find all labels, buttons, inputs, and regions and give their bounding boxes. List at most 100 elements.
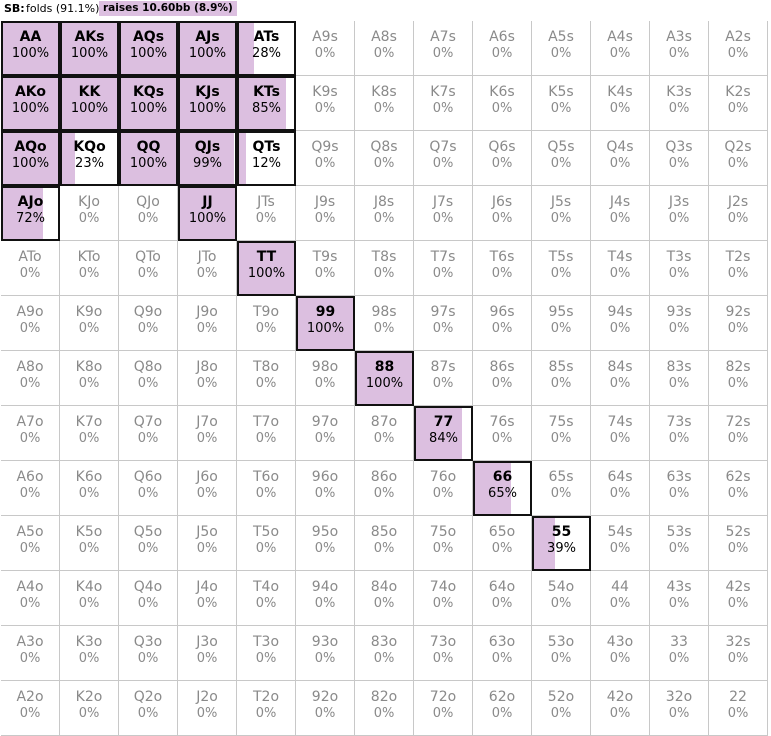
hand-cell-85s[interactable]: 85s 0% [532, 351, 591, 406]
hand-cell-83s[interactable]: 83s 0% [650, 351, 709, 406]
hand-cell-K2s[interactable]: K2s 0% [709, 76, 768, 131]
hand-cell-QTo[interactable]: QTo 0% [119, 241, 178, 296]
hand-cell-K9o[interactable]: K9o 0% [60, 296, 119, 351]
hand-cell-AJs[interactable]: AJs 100% [178, 21, 237, 76]
hand-cell-T8s[interactable]: T8s 0% [355, 241, 414, 296]
hand-cell-KJo[interactable]: KJo 0% [60, 186, 119, 241]
hand-cell-K4s[interactable]: K4s 0% [591, 76, 650, 131]
hand-cell-93o[interactable]: 93o 0% [296, 626, 355, 681]
hand-cell-K8s[interactable]: K8s 0% [355, 76, 414, 131]
hand-cell-A7o[interactable]: A7o 0% [1, 406, 60, 461]
hand-cell-Q3s[interactable]: Q3s 0% [650, 131, 709, 186]
hand-cell-T4s[interactable]: T4s 0% [591, 241, 650, 296]
hand-cell-87o[interactable]: 87o 0% [355, 406, 414, 461]
hand-cell-J5o[interactable]: J5o 0% [178, 516, 237, 571]
hand-cell-A3o[interactable]: A3o 0% [1, 626, 60, 681]
hand-cell-QJs[interactable]: QJs 99% [178, 131, 237, 186]
hand-cell-92s[interactable]: 92s 0% [709, 296, 768, 351]
hand-cell-KQs[interactable]: KQs 100% [119, 76, 178, 131]
hand-cell-64o[interactable]: 64o 0% [473, 571, 532, 626]
hand-cell-AA[interactable]: AA 100% [1, 21, 60, 76]
hand-cell-QTs[interactable]: QTs 12% [237, 131, 296, 186]
hand-cell-75o[interactable]: 75o 0% [414, 516, 473, 571]
hand-cell-J7o[interactable]: J7o 0% [178, 406, 237, 461]
hand-cell-J5s[interactable]: J5s 0% [532, 186, 591, 241]
hand-cell-73o[interactable]: 73o 0% [414, 626, 473, 681]
hand-cell-QJo[interactable]: QJo 0% [119, 186, 178, 241]
hand-cell-65o[interactable]: 65o 0% [473, 516, 532, 571]
hand-cell-96s[interactable]: 96s 0% [473, 296, 532, 351]
hand-cell-J7s[interactable]: J7s 0% [414, 186, 473, 241]
hand-cell-73s[interactable]: 73s 0% [650, 406, 709, 461]
hand-cell-A8o[interactable]: A8o 0% [1, 351, 60, 406]
hand-cell-Q8s[interactable]: Q8s 0% [355, 131, 414, 186]
hand-cell-54s[interactable]: 54s 0% [591, 516, 650, 571]
hand-cell-A2s[interactable]: A2s 0% [709, 21, 768, 76]
hand-cell-ATs[interactable]: ATs 28% [237, 21, 296, 76]
hand-cell-K9s[interactable]: K9s 0% [296, 76, 355, 131]
hand-cell-KQo[interactable]: KQo 23% [60, 131, 119, 186]
hand-cell-A6o[interactable]: A6o 0% [1, 461, 60, 516]
hand-cell-99[interactable]: 99 100% [296, 296, 355, 351]
hand-cell-33[interactable]: 33 0% [650, 626, 709, 681]
hand-cell-T5s[interactable]: T5s 0% [532, 241, 591, 296]
hand-cell-AKo[interactable]: AKo 100% [1, 76, 60, 131]
hand-cell-97s[interactable]: 97s 0% [414, 296, 473, 351]
hand-cell-96o[interactable]: 96o 0% [296, 461, 355, 516]
hand-cell-J3s[interactable]: J3s 0% [650, 186, 709, 241]
hand-cell-JTo[interactable]: JTo 0% [178, 241, 237, 296]
hand-cell-AKs[interactable]: AKs 100% [60, 21, 119, 76]
hand-cell-A3s[interactable]: A3s 0% [650, 21, 709, 76]
hand-cell-T9o[interactable]: T9o 0% [237, 296, 296, 351]
hand-cell-J8o[interactable]: J8o 0% [178, 351, 237, 406]
hand-cell-95o[interactable]: 95o 0% [296, 516, 355, 571]
hand-cell-T4o[interactable]: T4o 0% [237, 571, 296, 626]
hand-cell-T7s[interactable]: T7s 0% [414, 241, 473, 296]
hand-cell-94s[interactable]: 94s 0% [591, 296, 650, 351]
hand-cell-KTs[interactable]: KTs 85% [237, 76, 296, 131]
hand-cell-84s[interactable]: 84s 0% [591, 351, 650, 406]
hand-cell-72o[interactable]: 72o 0% [414, 681, 473, 736]
hand-cell-Q8o[interactable]: Q8o 0% [119, 351, 178, 406]
hand-cell-J6s[interactable]: J6s 0% [473, 186, 532, 241]
hand-cell-J3o[interactable]: J3o 0% [178, 626, 237, 681]
hand-cell-82s[interactable]: 82s 0% [709, 351, 768, 406]
hand-cell-Q7o[interactable]: Q7o 0% [119, 406, 178, 461]
hand-cell-J4s[interactable]: J4s 0% [591, 186, 650, 241]
hand-cell-Q7s[interactable]: Q7s 0% [414, 131, 473, 186]
hand-cell-52s[interactable]: 52s 0% [709, 516, 768, 571]
hand-cell-K5s[interactable]: K5s 0% [532, 76, 591, 131]
hand-cell-KTo[interactable]: KTo 0% [60, 241, 119, 296]
hand-cell-53s[interactable]: 53s 0% [650, 516, 709, 571]
hand-cell-22[interactable]: 22 0% [709, 681, 768, 736]
hand-cell-72s[interactable]: 72s 0% [709, 406, 768, 461]
hand-cell-J9o[interactable]: J9o 0% [178, 296, 237, 351]
hand-cell-A4s[interactable]: A4s 0% [591, 21, 650, 76]
hand-cell-Q2s[interactable]: Q2s 0% [709, 131, 768, 186]
hand-cell-J8s[interactable]: J8s 0% [355, 186, 414, 241]
hand-cell-98o[interactable]: 98o 0% [296, 351, 355, 406]
hand-cell-76s[interactable]: 76s 0% [473, 406, 532, 461]
hand-cell-84o[interactable]: 84o 0% [355, 571, 414, 626]
hand-cell-K7o[interactable]: K7o 0% [60, 406, 119, 461]
hand-cell-J2o[interactable]: J2o 0% [178, 681, 237, 736]
hand-cell-Q9o[interactable]: Q9o 0% [119, 296, 178, 351]
hand-cell-J4o[interactable]: J4o 0% [178, 571, 237, 626]
hand-cell-Q3o[interactable]: Q3o 0% [119, 626, 178, 681]
hand-cell-98s[interactable]: 98s 0% [355, 296, 414, 351]
hand-cell-97o[interactable]: 97o 0% [296, 406, 355, 461]
hand-cell-Q4o[interactable]: Q4o 0% [119, 571, 178, 626]
hand-cell-74o[interactable]: 74o 0% [414, 571, 473, 626]
hand-cell-K5o[interactable]: K5o 0% [60, 516, 119, 571]
hand-cell-JJ[interactable]: JJ 100% [178, 186, 237, 241]
hand-cell-A9o[interactable]: A9o 0% [1, 296, 60, 351]
hand-cell-54o[interactable]: 54o 0% [532, 571, 591, 626]
hand-cell-A6s[interactable]: A6s 0% [473, 21, 532, 76]
hand-cell-53o[interactable]: 53o 0% [532, 626, 591, 681]
hand-cell-Q6o[interactable]: Q6o 0% [119, 461, 178, 516]
hand-cell-Q9s[interactable]: Q9s 0% [296, 131, 355, 186]
hand-cell-76o[interactable]: 76o 0% [414, 461, 473, 516]
hand-cell-T3o[interactable]: T3o 0% [237, 626, 296, 681]
hand-cell-T2s[interactable]: T2s 0% [709, 241, 768, 296]
hand-cell-86o[interactable]: 86o 0% [355, 461, 414, 516]
